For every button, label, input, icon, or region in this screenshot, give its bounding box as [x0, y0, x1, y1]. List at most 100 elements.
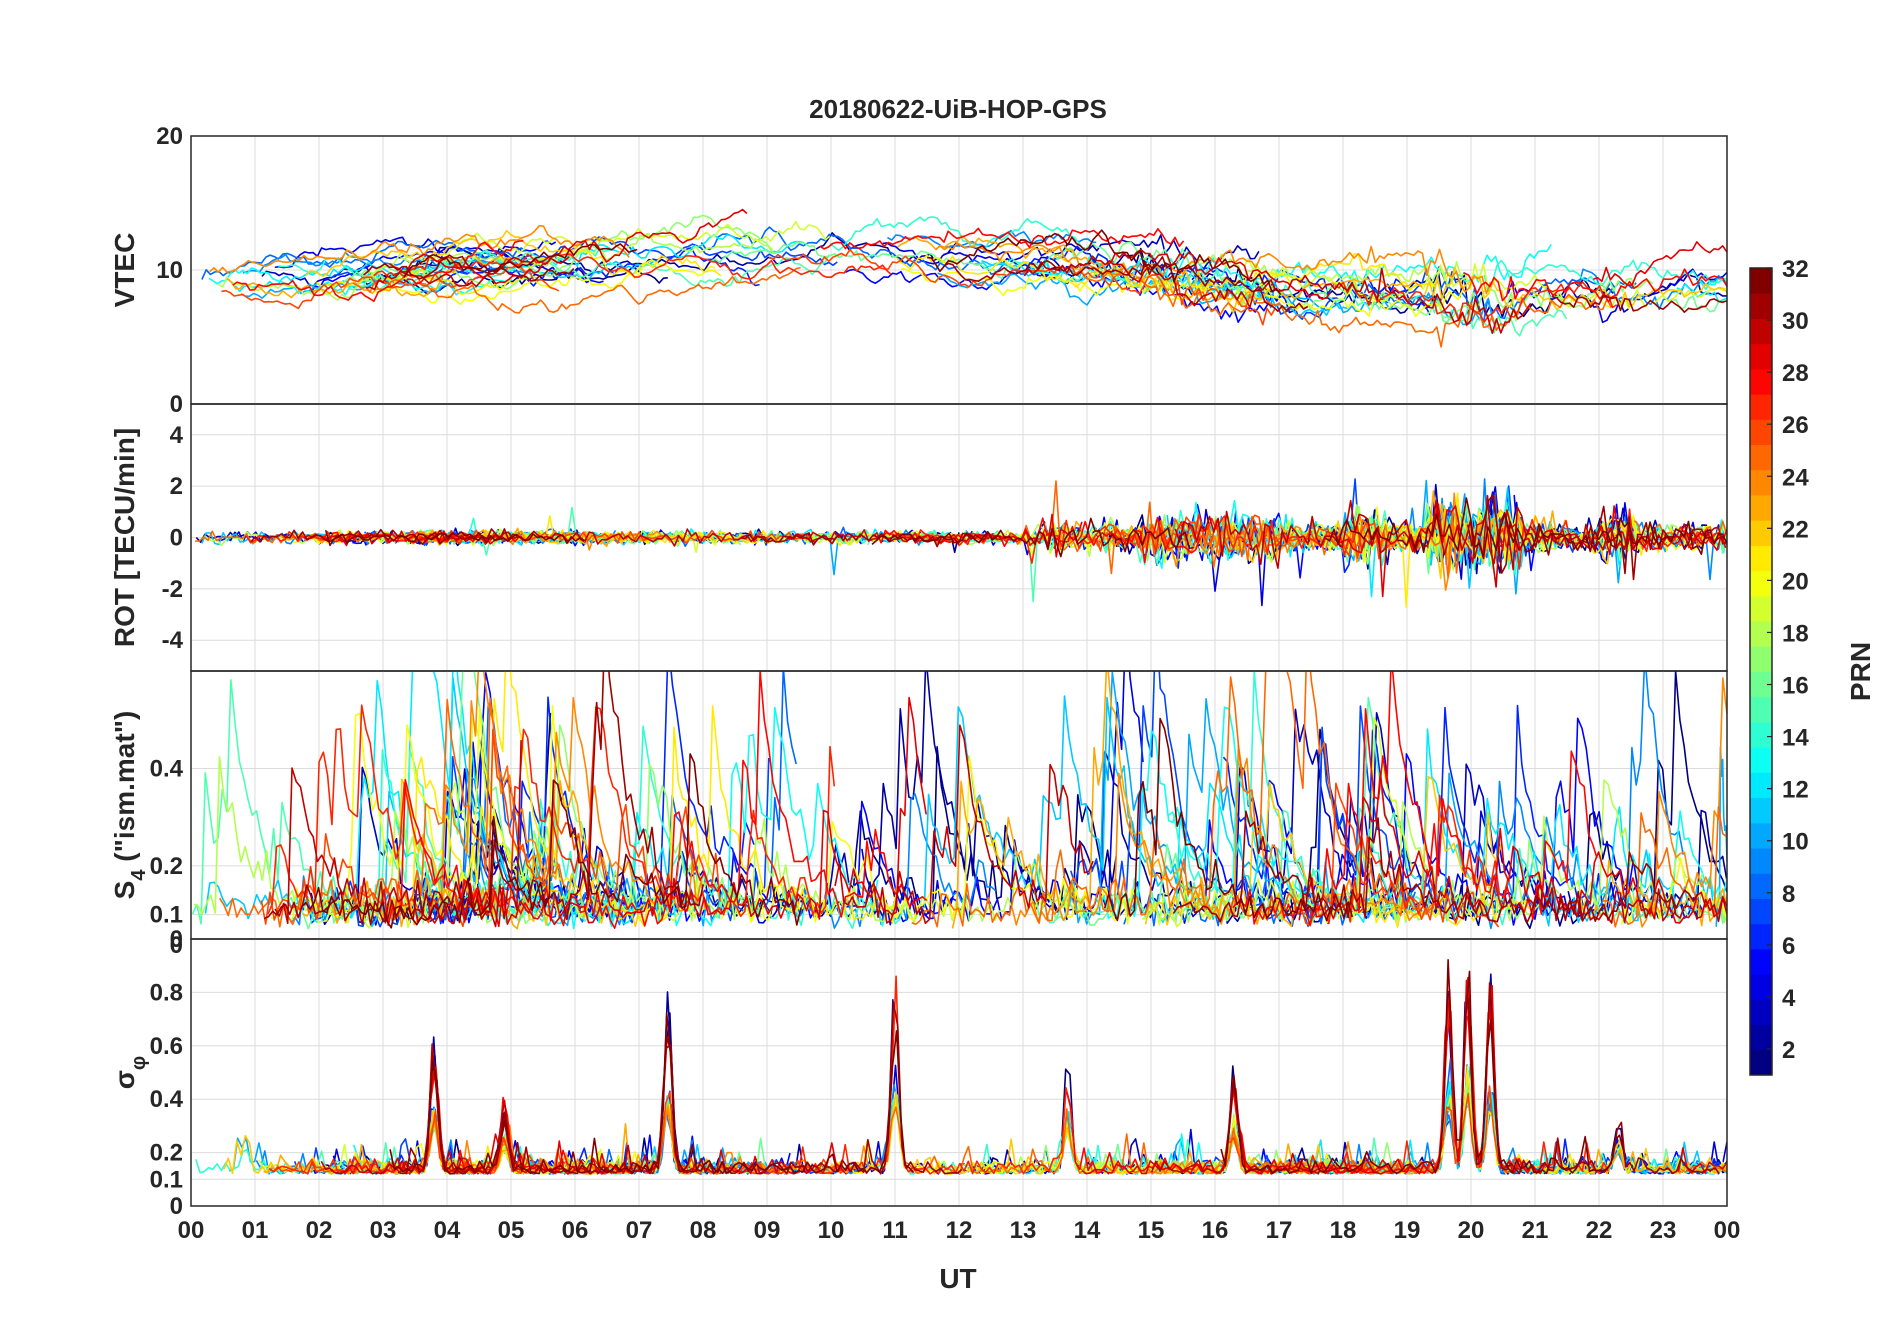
y-tick-label: 0.2	[150, 1140, 183, 1167]
y-tick-label: 0.1	[150, 1166, 183, 1193]
series-prn-3	[310, 766, 884, 924]
series-prn-32	[1220, 958, 1625, 1175]
colorbar-tick-label: 24	[1782, 464, 1809, 491]
series-prn-32	[324, 528, 585, 547]
series-prn-24	[1637, 677, 1727, 928]
colorbar-band	[1750, 570, 1772, 597]
y-tick-label: 0.4	[150, 755, 184, 782]
series-prn-29	[787, 513, 1083, 558]
x-tick-label: 04	[434, 1217, 461, 1244]
series-prn-30	[1150, 1079, 1379, 1175]
panel-vtec: 0 10 20 VTEC	[109, 123, 1728, 418]
series-prn-2	[861, 671, 1413, 923]
series-prn-5	[1204, 717, 1703, 926]
y-tick-label: 0	[170, 391, 183, 418]
y-axis-label-rot: ROT [TECU/min]	[109, 428, 140, 647]
colorbar-tick-label: 22	[1782, 516, 1809, 543]
colorbar-band	[1750, 923, 1772, 950]
chart-title: 20180622-UiB-HOP-GPS	[809, 94, 1107, 124]
series-prn-23	[897, 235, 1423, 306]
colorbar-band	[1750, 974, 1772, 1000]
y-tick-label: 2	[170, 473, 183, 500]
x-tick-label: 16	[1202, 1217, 1229, 1244]
colorbar-band	[1750, 520, 1772, 546]
series-prn-31	[1172, 810, 1699, 924]
series-prn-32	[300, 753, 802, 929]
x-tick-label: 03	[370, 1217, 397, 1244]
series-prn-23	[226, 254, 527, 299]
series-prn-29	[1593, 241, 1727, 286]
panel-s4: 0.1 0.2 0.4 0 S4 ("ism.mat")	[109, 670, 1728, 953]
series-prn-29	[1106, 249, 1332, 300]
series-prn-21	[386, 671, 898, 927]
x-tick-label: 00	[1714, 1217, 1741, 1244]
x-tick-label: 05	[498, 1217, 525, 1244]
ylabel-main: S	[109, 881, 140, 900]
series-prn-5	[845, 263, 1299, 324]
series-prn-4	[1507, 268, 1727, 324]
x-tick-label: 01	[242, 1217, 269, 1244]
series-prn-18	[1183, 253, 1466, 288]
colorbar-band	[1750, 999, 1772, 1026]
colorbar-band	[1750, 394, 1772, 420]
colorbar-tick-label: 4	[1782, 985, 1796, 1012]
traces-s4	[191, 671, 1727, 930]
series-prn-31	[740, 531, 1002, 548]
ylabel-sub: φ	[128, 1056, 150, 1070]
x-tick-label: 02	[306, 1217, 333, 1244]
panel-frame	[190, 938, 1728, 1207]
series-prn-13	[1094, 706, 1329, 920]
y-tick-label: 0.6	[150, 1033, 183, 1060]
series-prn-29	[1677, 1147, 1727, 1174]
series-prn-24	[209, 224, 630, 274]
y-tick-label: 0	[170, 932, 183, 959]
x-tick-label: 11	[882, 1217, 907, 1244]
series-prn-29	[389, 208, 748, 285]
colorbar-tick-label: 6	[1782, 933, 1795, 960]
colorbar-tick-label: 16	[1782, 673, 1809, 700]
y-axis-label-s4: S4 ("ism.mat")	[109, 711, 150, 900]
traces-vtec	[201, 208, 1727, 348]
series-prn-22	[305, 229, 585, 278]
series-prn-30	[834, 724, 1094, 925]
series-prn-24	[935, 242, 1492, 295]
y-axis-label-vtec: VTEC	[109, 233, 140, 308]
series-prn-22	[223, 1110, 502, 1175]
series-prn-30	[1174, 494, 1727, 588]
colorbar-band	[1750, 721, 1772, 748]
series-prn-30	[1526, 883, 1727, 924]
colorbar-band	[1750, 772, 1772, 799]
x-axis-label: UT	[939, 1263, 976, 1294]
colorbar-band	[1750, 797, 1772, 824]
series-prn-32	[1324, 497, 1727, 560]
series-prn-31	[1552, 294, 1727, 314]
colorbar-band	[1750, 368, 1772, 395]
y-tick-label: 0.2	[150, 853, 183, 880]
colorbar-band	[1750, 621, 1772, 647]
colorbar-band	[1750, 444, 1772, 471]
ylabel-rest: ("ism.mat")	[109, 711, 140, 870]
x-tick-label: 13	[1010, 1217, 1037, 1244]
series-prn-20	[720, 755, 1137, 925]
series-prn-25	[886, 1106, 1376, 1175]
x-tick-label: 10	[818, 1217, 845, 1244]
series-prn-8	[1263, 1058, 1545, 1175]
series-prn-28	[1464, 268, 1727, 303]
series-prn-7	[1177, 265, 1465, 321]
colorbar-band	[1750, 898, 1772, 925]
colorbar-band	[1750, 873, 1772, 899]
series-prn-8	[1363, 277, 1637, 326]
y-tick-label: 0	[170, 926, 183, 953]
y-axis-label-sigphi: σφ	[109, 1056, 150, 1089]
y-tick-label: 4	[170, 422, 184, 449]
x-tick-label: 06	[562, 1217, 589, 1244]
series-prn-27	[881, 513, 1367, 565]
series-prn-28	[320, 530, 525, 546]
series-prn-15	[349, 249, 830, 291]
series-prn-26	[260, 728, 721, 928]
colorbar-band	[1750, 268, 1772, 294]
colorbar-band	[1750, 646, 1772, 672]
series-prn-28	[232, 240, 524, 303]
y-tick-label: 0.4	[150, 1086, 184, 1113]
